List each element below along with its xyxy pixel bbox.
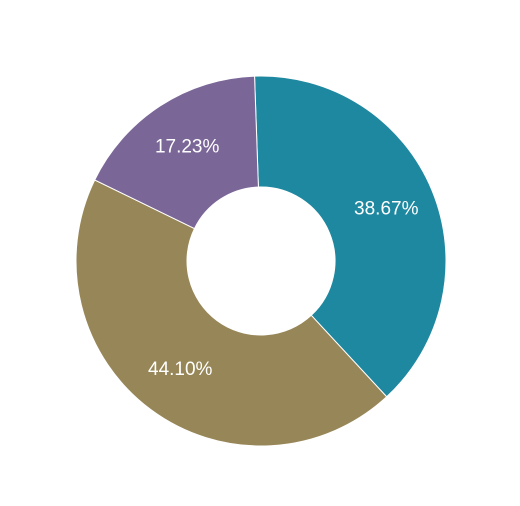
donut-slice-2: [94, 75, 259, 230]
slices-group: [75, 75, 447, 447]
slice-data-label-2: 17.23%: [155, 136, 220, 157]
donut-slice-1: [75, 179, 388, 447]
slice-data-label-0: 38.67%: [354, 198, 419, 219]
labels-group: 38.67% 44.10% 17.23%: [148, 136, 419, 379]
slice-data-label-1: 44.10%: [148, 359, 213, 380]
donut-slice-0: [254, 75, 447, 398]
